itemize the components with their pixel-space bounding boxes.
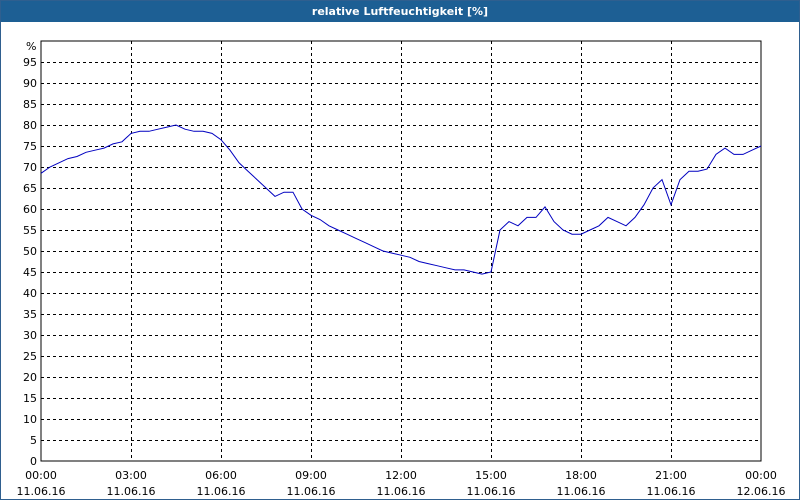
x-tick-date-label: 11.06.16 [377, 485, 426, 498]
y-tick-label: 55 [23, 224, 37, 237]
y-tick-label: 0 [30, 455, 37, 468]
y-tick-label: 80 [23, 119, 37, 132]
y-tick-label: 10 [23, 413, 37, 426]
y-tick-label: 50 [23, 245, 37, 258]
x-tick-labels: 00:00 11.06.16 03:00 11.06.16 06:00 11.06.16 0… [17, 469, 786, 498]
x-tick-time-label: 18:00 [565, 469, 597, 482]
y-tick-label: 75 [23, 140, 37, 153]
y-tick-label: 40 [23, 287, 37, 300]
y-tick-label: 30 [23, 329, 37, 342]
x-tick-time-label: 06:00 [205, 469, 237, 482]
y-tick-label: 70 [23, 161, 37, 174]
y-axis-unit-label: % [26, 40, 36, 53]
y-tick-label: 85 [23, 98, 37, 111]
x-tick-time-label: 00:00 [745, 469, 777, 482]
y-tick-label: 35 [23, 308, 37, 321]
x-tick-date-label: 11.06.16 [17, 485, 66, 498]
plot-area-border [40, 40, 762, 462]
y-tick-label: 5 [30, 434, 37, 447]
x-tick-time-label: 21:00 [655, 469, 687, 482]
chart-title: relative Luftfeuchtigkeit [%] [1, 1, 799, 22]
y-tick-label: 90 [23, 77, 37, 90]
x-tick-date-label: 12.06.16 [737, 485, 786, 498]
x-tick-time-label: 15:00 [475, 469, 507, 482]
y-tick-label: 15 [23, 392, 37, 405]
y-tick-label: 60 [23, 203, 37, 216]
x-tick-time-label: 00:00 [25, 469, 57, 482]
y-tick-labels: 0 5 10 15 20 25 30 35 40 45 50 55 60 65 70 75 80 85 90 95 [23, 56, 37, 468]
x-tick-date-label: 11.06.16 [647, 485, 696, 498]
y-tick-label: 20 [23, 371, 37, 384]
x-tick-date-label: 11.06.16 [287, 485, 336, 498]
x-tick-time-label: 03:00 [115, 469, 147, 482]
x-tick-time-label: 12:00 [385, 469, 417, 482]
grid-lines [41, 41, 761, 461]
y-tick-label: 65 [23, 182, 37, 195]
x-tick-date-label: 11.06.16 [107, 485, 156, 498]
series-line-humidity [40, 124, 762, 275]
y-tick-label: 95 [23, 56, 37, 69]
y-tick-label: 45 [23, 266, 37, 279]
y-tick-label: 25 [23, 350, 37, 363]
x-tick-time-label: 09:00 [295, 469, 327, 482]
x-tick-date-label: 11.06.16 [467, 485, 516, 498]
x-tick-date-label: 11.06.16 [197, 485, 246, 498]
x-tick-date-label: 11.06.16 [557, 485, 606, 498]
